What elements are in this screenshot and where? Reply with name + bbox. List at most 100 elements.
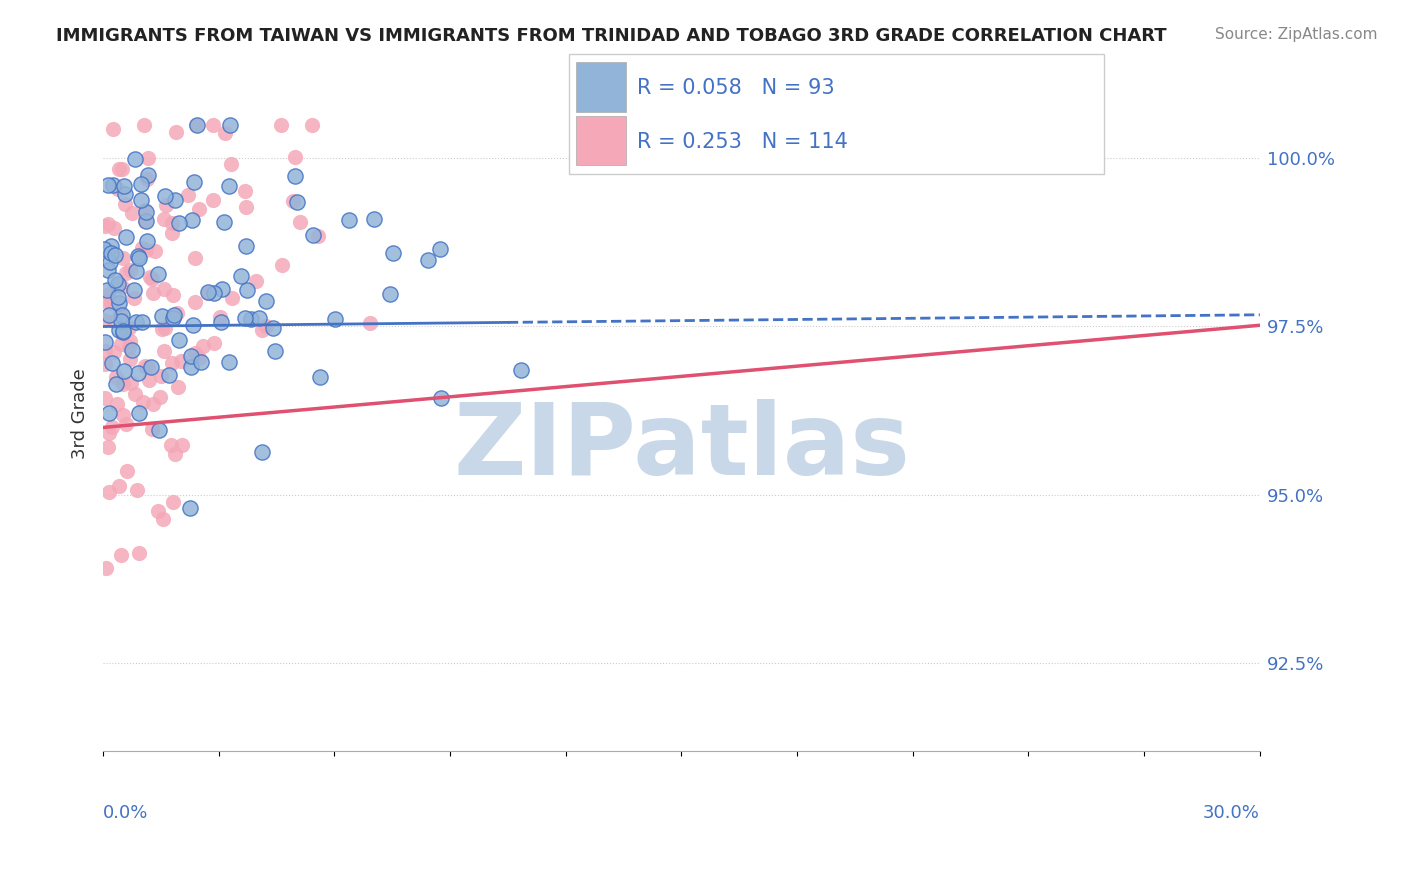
Point <box>112 251 135 265</box>
Point <box>183 295 205 310</box>
Point <box>114 266 136 280</box>
Point <box>120 376 142 390</box>
Point <box>141 422 163 436</box>
Point <box>129 177 152 191</box>
Point <box>254 318 277 333</box>
Point <box>233 184 256 198</box>
Point <box>214 126 236 140</box>
Point <box>186 118 208 132</box>
Point <box>209 315 232 329</box>
Point <box>197 285 219 299</box>
Point <box>169 333 191 347</box>
Point <box>135 204 157 219</box>
Point <box>96 561 118 575</box>
Point <box>202 285 225 300</box>
Point <box>122 284 145 298</box>
Point <box>148 504 170 518</box>
Point <box>163 308 186 322</box>
Point <box>108 323 131 337</box>
Point <box>271 258 294 272</box>
Point <box>104 377 127 392</box>
Point <box>131 315 153 329</box>
Point <box>191 339 214 353</box>
Point <box>120 263 142 277</box>
Point <box>160 438 183 452</box>
Point <box>142 285 165 300</box>
Text: ZIPatlas: ZIPatlas <box>453 399 910 496</box>
Point <box>429 243 451 257</box>
Point <box>135 214 157 228</box>
Point <box>218 355 240 369</box>
Point <box>128 251 150 265</box>
Point <box>122 291 145 305</box>
Point <box>219 157 242 171</box>
Point <box>110 314 132 328</box>
Point <box>229 268 252 283</box>
Point <box>115 230 138 244</box>
Point <box>252 323 274 337</box>
Point <box>288 215 311 229</box>
Point <box>131 242 153 256</box>
Point <box>233 311 256 326</box>
Point <box>97 178 120 192</box>
Point <box>135 243 157 257</box>
Point <box>165 125 187 139</box>
Point <box>128 546 150 560</box>
Point <box>101 121 124 136</box>
Point <box>150 322 173 336</box>
Point <box>236 283 259 297</box>
Point <box>264 344 287 359</box>
Point <box>97 263 120 277</box>
Point <box>94 294 117 309</box>
Point <box>153 212 176 227</box>
Point <box>121 343 143 357</box>
Point <box>121 206 143 220</box>
Point <box>97 286 120 301</box>
Point <box>146 268 169 282</box>
Point <box>104 272 127 286</box>
Point <box>235 239 257 253</box>
Point <box>180 360 202 375</box>
Point <box>184 251 207 265</box>
Point <box>125 264 148 278</box>
Point <box>270 118 292 132</box>
Point <box>245 274 267 288</box>
Point <box>136 172 159 186</box>
Point <box>153 282 176 296</box>
Point <box>96 283 118 297</box>
Point <box>148 390 170 404</box>
Point <box>162 287 184 301</box>
Point <box>160 356 183 370</box>
Point <box>359 316 381 330</box>
Point <box>98 308 121 322</box>
Point <box>136 360 159 375</box>
Point <box>128 406 150 420</box>
Point <box>254 294 277 309</box>
Point <box>183 175 205 189</box>
Point <box>110 337 132 351</box>
Text: IMMIGRANTS FROM TAIWAN VS IMMIGRANTS FROM TRINIDAD AND TOBAGO 3RD GRADE CORRELAT: IMMIGRANTS FROM TAIWAN VS IMMIGRANTS FRO… <box>56 27 1167 45</box>
Point <box>129 193 152 207</box>
Point <box>218 178 240 193</box>
Point <box>107 290 129 304</box>
Point <box>139 359 162 374</box>
Point <box>363 212 385 227</box>
Point <box>163 194 186 208</box>
Point <box>252 444 274 458</box>
Point <box>124 152 146 166</box>
Point <box>103 345 125 359</box>
Point <box>103 314 125 328</box>
Point <box>219 118 242 132</box>
Point <box>118 351 141 366</box>
Point <box>114 197 136 211</box>
Point <box>283 194 305 208</box>
Point <box>112 178 135 193</box>
Point <box>101 356 124 370</box>
Point <box>382 245 405 260</box>
Point <box>118 321 141 335</box>
Point <box>111 308 134 322</box>
Point <box>115 417 138 432</box>
Point <box>285 194 308 209</box>
Point <box>301 118 323 132</box>
Point <box>166 305 188 319</box>
